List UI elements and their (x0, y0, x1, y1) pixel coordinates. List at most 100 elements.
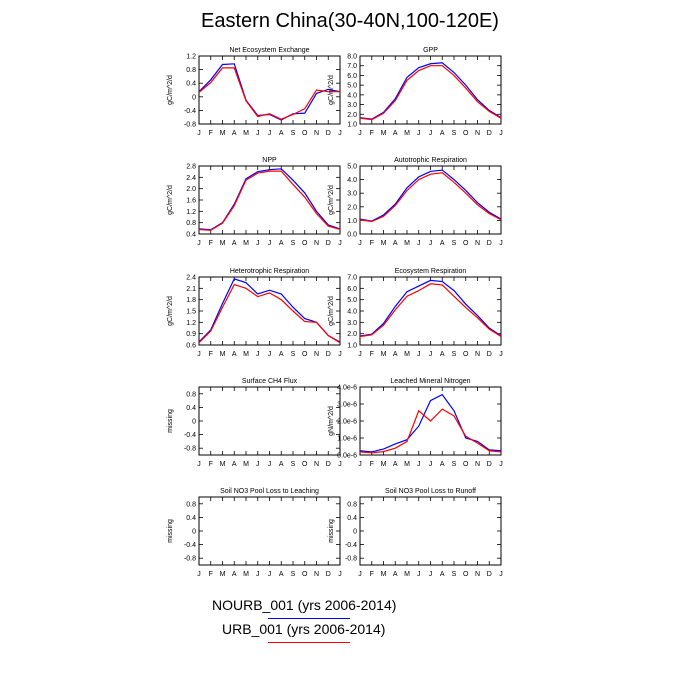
plot-frame (198, 496, 341, 566)
x-tick-label: M (220, 130, 226, 137)
x-tick-label: S (452, 571, 457, 578)
plot-frame (359, 496, 502, 566)
x-tick-label: D (487, 461, 492, 468)
x-tick-label: F (370, 461, 374, 468)
y-tick-label: 5.0 (347, 297, 357, 304)
y-tick-label: -0.4 (184, 108, 196, 115)
y-tick-label: -0.4 (184, 432, 196, 439)
y-axis-label: missing (167, 519, 174, 543)
x-tick-label: J (499, 130, 503, 137)
x-tick-label: J (499, 240, 503, 247)
y-tick-label: 2.0 (347, 331, 357, 338)
y-tick-label: 7.0 (347, 63, 357, 70)
x-tick-label: S (452, 351, 457, 358)
x-tick-label: M (243, 461, 249, 468)
series-line-blue (359, 393, 502, 453)
x-tick-label: D (326, 571, 331, 578)
x-tick-label: M (243, 571, 249, 578)
panel-9: Soil NO3 Pool Loss to Runoff missing -0.8 -… (328, 488, 503, 578)
y-tick-label: 1.6 (186, 198, 196, 205)
panel-6: Surface CH4 Flux missing -0.8 -0.4 0 0.4 0.8 J F… (167, 378, 342, 468)
x-tick-label: M (381, 130, 387, 137)
x-tick-label: M (381, 351, 387, 358)
y-axis-label: gC/m^2/d (328, 296, 335, 326)
x-tick-label: O (463, 571, 469, 578)
x-tick-label: D (326, 351, 331, 358)
x-tick-label: A (279, 130, 284, 137)
y-tick-label: 4.0 (347, 309, 357, 316)
x-tick-label: A (232, 351, 237, 358)
y-tick-label: 0.9 (186, 331, 196, 338)
series-line-blue (359, 62, 502, 120)
y-tick-label: 1.0 (347, 343, 357, 350)
x-tick-label: J (268, 461, 272, 468)
x-tick-label: D (326, 461, 331, 468)
plot-frame (359, 165, 502, 235)
x-tick-label: D (326, 130, 331, 137)
x-tick-label: S (452, 461, 457, 468)
x-tick-label: J (197, 351, 201, 358)
y-tick-label: 1.0 (347, 218, 357, 225)
x-tick-label: D (487, 571, 492, 578)
x-tick-label: J (338, 571, 342, 578)
x-tick-label: D (487, 240, 492, 247)
x-tick-label: J (197, 130, 201, 137)
series-line-blue (198, 278, 341, 343)
series-line-red (359, 65, 502, 121)
x-tick-label: A (393, 130, 398, 137)
x-tick-label: J (429, 351, 433, 358)
x-tick-label: F (209, 130, 213, 137)
y-tick-label: 3.0e-6 (337, 402, 357, 409)
x-tick-label: J (417, 351, 421, 358)
x-tick-label: M (404, 461, 410, 468)
x-tick-label: O (463, 240, 469, 247)
x-tick-label: F (370, 240, 374, 247)
y-tick-label: 0.4 (347, 515, 357, 522)
y-tick-label: -0.4 (184, 542, 196, 549)
x-tick-label: F (370, 130, 374, 137)
x-tick-label: J (197, 571, 201, 578)
y-tick-label: 0.6 (186, 343, 196, 350)
x-tick-label: M (220, 351, 226, 358)
x-tick-label: J (429, 571, 433, 578)
x-tick-label: S (452, 130, 457, 137)
panel-title: Ecosystem Respiration (395, 268, 467, 275)
y-tick-label: -0.4 (345, 542, 357, 549)
y-tick-label: 0.0 (347, 232, 357, 239)
y-axis-label: missing (328, 519, 335, 543)
x-tick-label: A (393, 461, 398, 468)
y-tick-label: 1.2 (186, 209, 196, 216)
panel-title: GPP (423, 47, 438, 54)
x-tick-label: M (404, 240, 410, 247)
x-tick-label: J (268, 240, 272, 247)
x-tick-label: F (209, 351, 213, 358)
y-tick-label: 2.8 (186, 164, 196, 171)
x-tick-label: F (370, 351, 374, 358)
x-tick-label: O (302, 351, 308, 358)
y-tick-label: 0.4 (186, 232, 196, 239)
x-tick-label: N (475, 571, 480, 578)
x-tick-label: F (209, 571, 213, 578)
series-line-red (359, 283, 502, 338)
y-tick-label: 0.8 (186, 391, 196, 398)
panel-4: Heterotrophic Respiration gC/m^2/d 0.6 0.9 1… (167, 268, 342, 358)
x-tick-label: A (279, 461, 284, 468)
x-tick-label: N (475, 240, 480, 247)
x-tick-label: N (314, 461, 319, 468)
x-tick-label: D (326, 240, 331, 247)
x-tick-label: M (381, 571, 387, 578)
x-tick-label: A (232, 130, 237, 137)
x-tick-label: J (338, 240, 342, 247)
plot-frame (198, 386, 341, 456)
x-tick-label: A (440, 461, 445, 468)
x-tick-label: A (393, 240, 398, 247)
series-line-blue (198, 168, 341, 231)
y-tick-label: 2.4 (186, 175, 196, 182)
x-tick-label: J (499, 351, 503, 358)
plot-frame (359, 276, 502, 346)
x-tick-label: A (279, 240, 284, 247)
series-line-red (359, 408, 502, 454)
y-tick-label: 1.5 (186, 309, 196, 316)
panel-title: Heterotrophic Respiration (230, 268, 309, 275)
